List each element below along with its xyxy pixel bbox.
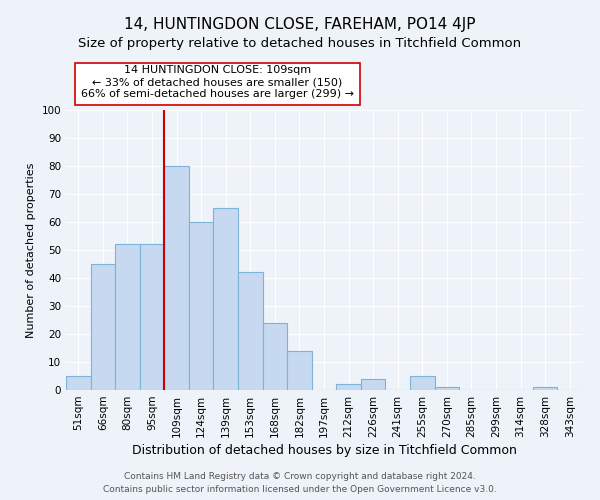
Bar xyxy=(164,166,189,390)
Bar xyxy=(66,376,91,390)
Text: Contains public sector information licensed under the Open Government Licence v3: Contains public sector information licen… xyxy=(103,485,497,494)
Bar xyxy=(434,387,459,390)
Text: Size of property relative to detached houses in Titchfield Common: Size of property relative to detached ho… xyxy=(79,38,521,51)
Bar xyxy=(533,387,557,390)
Text: Contains HM Land Registry data © Crown copyright and database right 2024.: Contains HM Land Registry data © Crown c… xyxy=(124,472,476,481)
Bar xyxy=(287,351,312,390)
Bar xyxy=(361,379,385,390)
Bar xyxy=(189,222,214,390)
Text: 66% of semi-detached houses are larger (299) →: 66% of semi-detached houses are larger (… xyxy=(81,90,354,100)
Y-axis label: Number of detached properties: Number of detached properties xyxy=(26,162,36,338)
Bar xyxy=(115,244,140,390)
Bar xyxy=(410,376,434,390)
Bar xyxy=(140,244,164,390)
Bar xyxy=(263,323,287,390)
Text: 14 HUNTINGDON CLOSE: 109sqm: 14 HUNTINGDON CLOSE: 109sqm xyxy=(124,65,311,75)
Bar xyxy=(91,264,115,390)
Bar xyxy=(214,208,238,390)
Text: ← 33% of detached houses are smaller (150): ← 33% of detached houses are smaller (15… xyxy=(92,77,343,87)
Text: 14, HUNTINGDON CLOSE, FAREHAM, PO14 4JP: 14, HUNTINGDON CLOSE, FAREHAM, PO14 4JP xyxy=(124,18,476,32)
Bar xyxy=(336,384,361,390)
X-axis label: Distribution of detached houses by size in Titchfield Common: Distribution of detached houses by size … xyxy=(131,444,517,457)
Bar xyxy=(238,272,263,390)
